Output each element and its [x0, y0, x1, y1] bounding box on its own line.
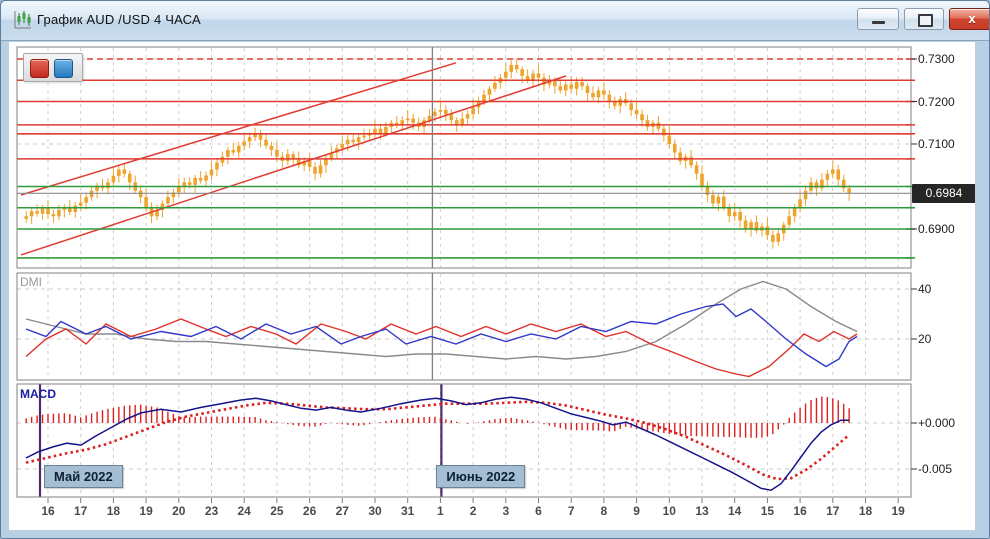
title-bar: График AUD /USD 4 ЧАСА x — [1, 1, 989, 41]
x-tick-label: 17 — [826, 504, 840, 518]
x-tick-label: 19 — [139, 504, 153, 518]
x-tick-label: 6 — [535, 504, 542, 518]
x-tick-label: 24 — [237, 504, 251, 518]
current-price-badge: 0.6984 — [912, 183, 976, 203]
x-tick-label: 7 — [567, 504, 575, 518]
macd-tick-label: +0.000 — [918, 416, 956, 430]
close-button[interactable]: x — [949, 8, 989, 30]
price-tick-label: 0.6900 — [918, 222, 955, 236]
x-tick-label: 16 — [41, 504, 55, 518]
red-marker-button[interactable] — [30, 59, 49, 78]
x-tick-label: 25 — [270, 504, 284, 518]
x-tick-label: 15 — [760, 504, 775, 518]
month-label-june: Июнь 2022 — [436, 465, 526, 488]
dmi-pane-label: DMI — [20, 275, 42, 289]
x-tick-label: 10 — [662, 504, 676, 518]
restore-button[interactable] — [904, 8, 944, 30]
month-label-may: Май 2022 — [44, 465, 123, 488]
window-frame-right — [975, 42, 989, 532]
x-tick-label: 9 — [633, 504, 640, 518]
dmi-tick-label: 40 — [918, 282, 932, 296]
x-tick-label: 1 — [437, 504, 444, 518]
macd-tick-label: -0.005 — [918, 462, 953, 476]
x-tick-label: 27 — [335, 504, 349, 518]
blue-marker-button[interactable] — [54, 59, 73, 78]
marker-toolbar — [23, 53, 83, 82]
x-tick-label: 19 — [891, 504, 905, 518]
x-tick-label: 16 — [793, 504, 807, 518]
minimize-button[interactable] — [857, 8, 899, 30]
x-tick-label: 30 — [368, 504, 382, 518]
x-tick-label: 14 — [728, 504, 742, 518]
window-frame-bottom — [1, 530, 989, 538]
dmi-tick-label: 20 — [918, 332, 932, 346]
x-tick-label: 20 — [172, 504, 186, 518]
x-tick-label: 3 — [502, 504, 510, 518]
minimize-icon — [872, 21, 885, 24]
x-tick-label: 17 — [74, 504, 88, 518]
x-tick-label: 18 — [858, 504, 873, 518]
macd-pane-label: MACD — [20, 387, 56, 401]
x-tick-label: 2 — [469, 504, 477, 518]
price-tick-label: 0.7300 — [918, 52, 955, 66]
window-title: График AUD /USD 4 ЧАСА — [37, 12, 201, 27]
close-icon: x — [968, 11, 976, 26]
chart-client-area[interactable] — [9, 42, 977, 532]
x-tick-label: 18 — [106, 504, 121, 518]
x-tick-label: 13 — [695, 504, 709, 518]
x-tick-label: 31 — [401, 504, 415, 518]
candlestick-chart-icon — [14, 11, 31, 29]
price-tick-label: 0.7100 — [918, 137, 955, 151]
x-tick-label: 23 — [204, 504, 219, 518]
x-tick-label: 8 — [600, 504, 608, 518]
restore-icon — [918, 14, 933, 27]
price-tick-label: 0.7200 — [918, 94, 955, 109]
x-tick-label: 26 — [302, 504, 317, 518]
